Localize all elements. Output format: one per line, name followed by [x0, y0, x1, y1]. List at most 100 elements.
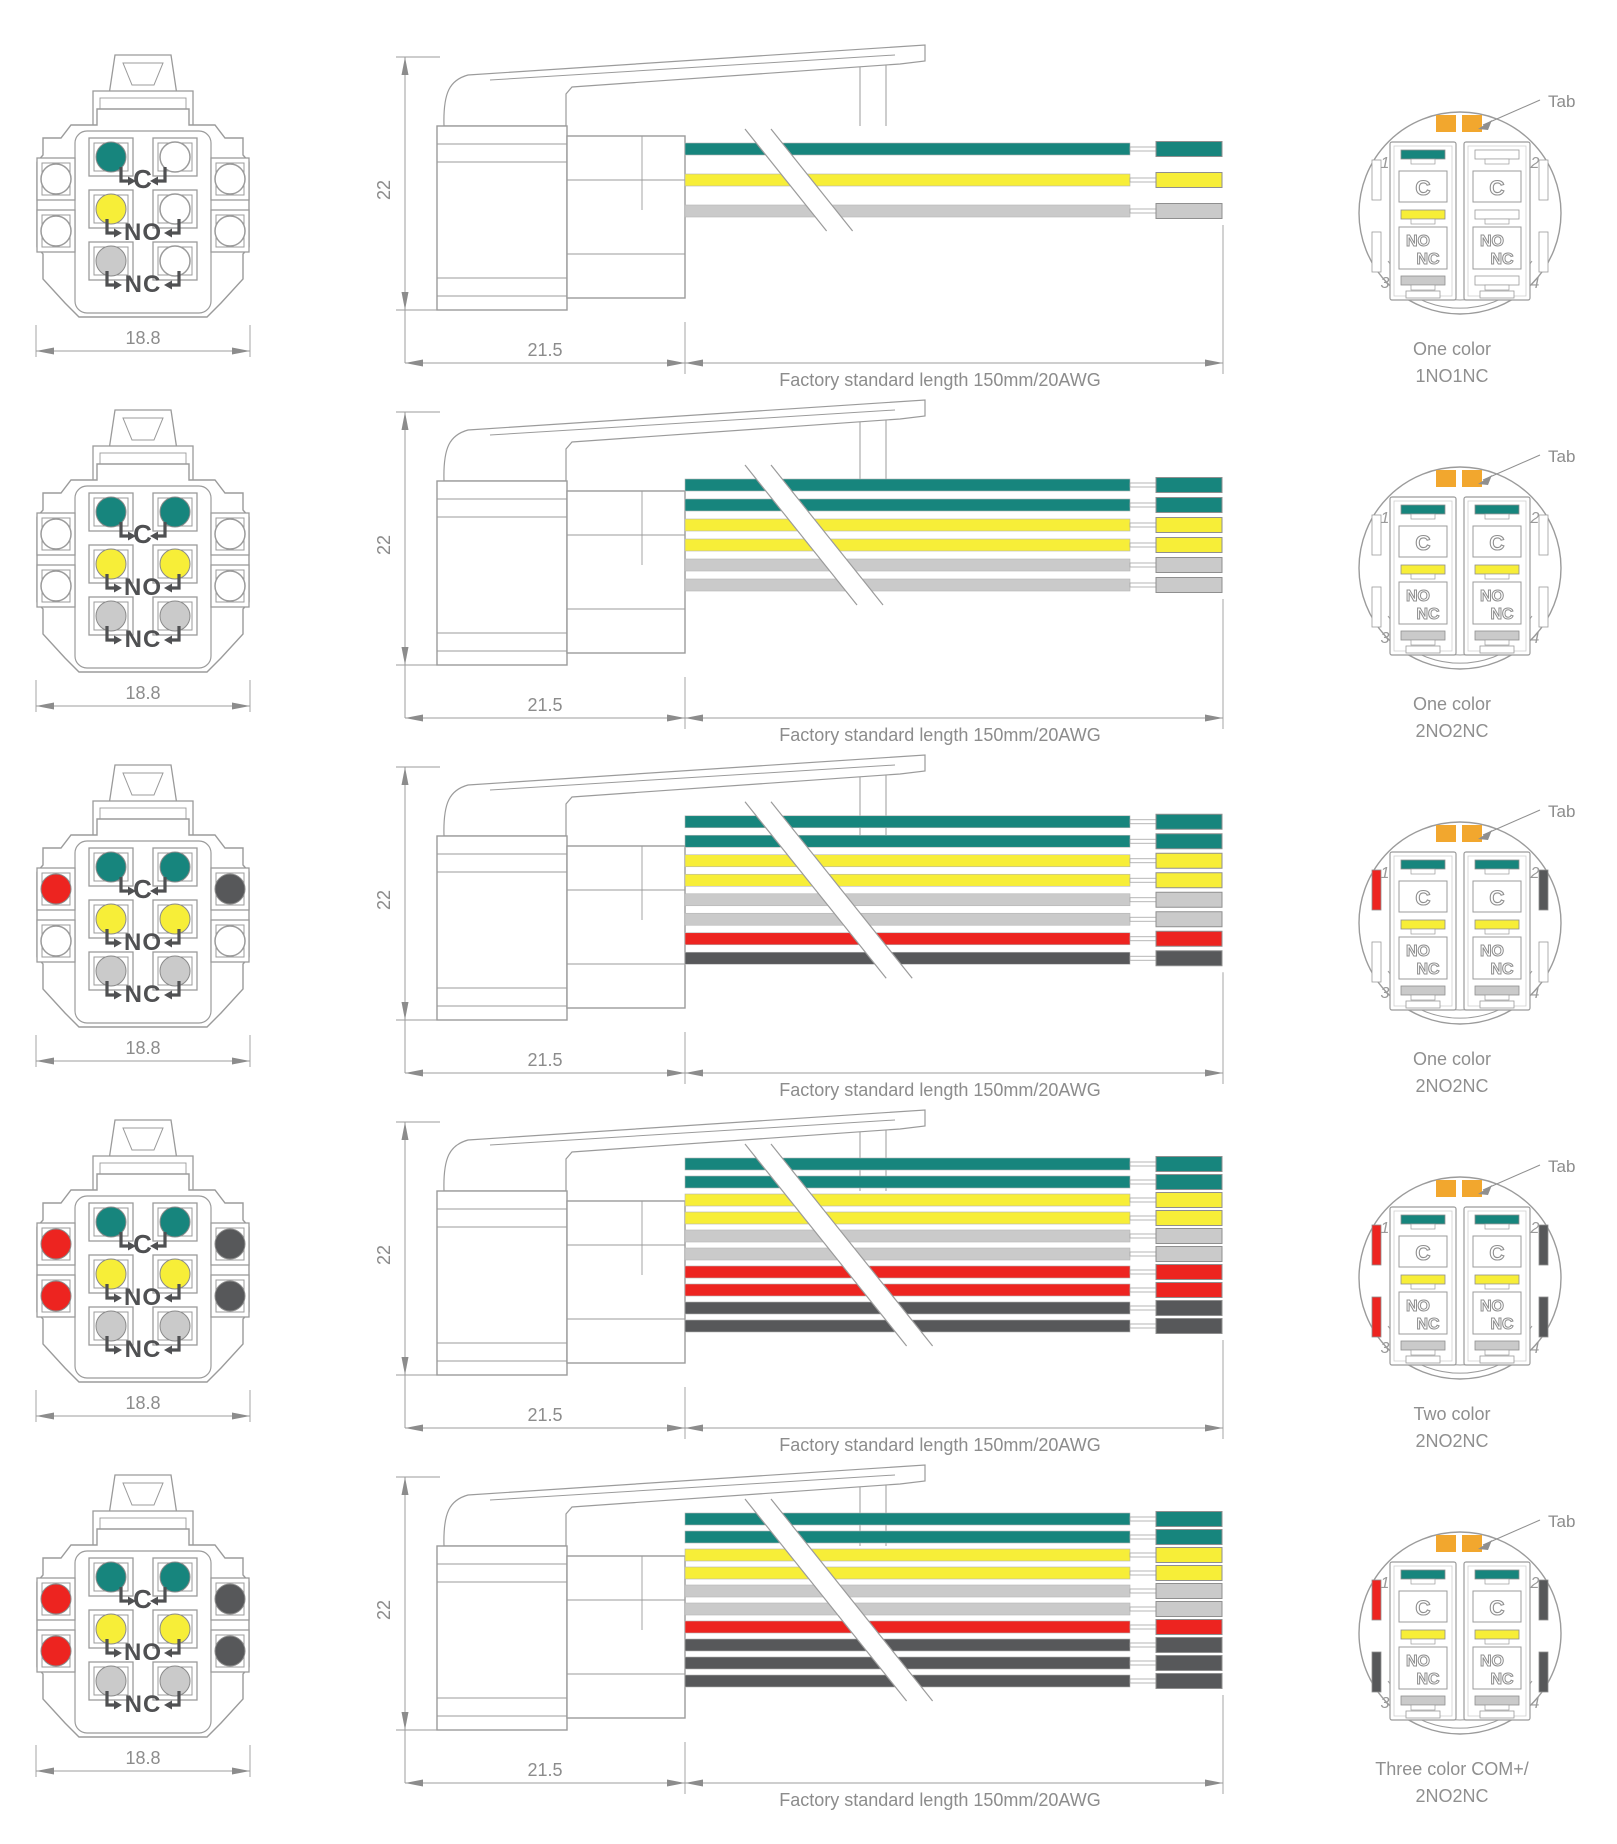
terminal-row-label: NO — [124, 1639, 162, 1666]
position-number: 4 — [1531, 1695, 1540, 1712]
terminal-bar-yellow — [1474, 1629, 1520, 1640]
c-terminal-pin-teal — [95, 1206, 127, 1238]
wire-bundle — [684, 128, 1223, 232]
position-number: 4 — [1531, 985, 1540, 1002]
terminal-bar-notch — [1484, 1578, 1510, 1585]
stencil-c: C — [1489, 1242, 1504, 1265]
terminal-bar-yellow — [1474, 1274, 1520, 1285]
tab-label: Tab — [1548, 1512, 1575, 1531]
c-terminal-pin-teal — [95, 851, 127, 883]
terminal-bar-notch — [1484, 573, 1510, 580]
wire-stripped-end — [1129, 1323, 1157, 1329]
c-box — [1398, 525, 1448, 558]
no-terminal-pin-yellow — [159, 1258, 191, 1290]
led-contact-left-red — [1371, 1224, 1382, 1266]
stencil-no: NO — [1480, 233, 1504, 250]
wire-break-mark — [745, 1499, 933, 1701]
terminal-bar-yellow — [1474, 564, 1520, 575]
bracket-arrow-icon — [128, 1596, 136, 1606]
wire-bundle — [684, 801, 1223, 979]
bracket-left-icon — [105, 929, 115, 945]
stencil-no: NO — [1406, 1298, 1430, 1315]
alignment-tab — [1436, 825, 1456, 842]
dim-arrow — [401, 412, 409, 430]
wire-ferrule — [1155, 1529, 1223, 1545]
wire-red-7 — [684, 1265, 1131, 1279]
wire-stripped-end — [1129, 1642, 1157, 1648]
terminal-bar-notch — [1484, 1223, 1510, 1230]
bracket-right-icon — [171, 981, 181, 997]
terminal-bar-notch — [1410, 1223, 1436, 1230]
wire-stripped-end — [1129, 916, 1157, 922]
bracket-arrow-icon — [164, 228, 172, 238]
wire-ferrule — [1155, 872, 1223, 889]
nonc-box — [1472, 936, 1522, 980]
front-width-dim: 18.8 — [125, 1393, 160, 1413]
latch-tab — [108, 54, 178, 96]
nonc-box — [1472, 1291, 1522, 1335]
wire-stripped-end — [1129, 838, 1157, 844]
wire-gray-5 — [684, 1584, 1131, 1598]
nc-terminal-pin-gray — [159, 1665, 191, 1697]
bracket-arrow-icon — [114, 635, 122, 645]
tab-label: Tab — [1548, 1157, 1575, 1176]
housing-front — [566, 490, 686, 654]
terminal-row-label: NO — [124, 1284, 162, 1311]
terminal-row-label: NC — [125, 1336, 162, 1363]
wire-teal-1 — [684, 142, 1131, 156]
terminal-bar-gray — [1400, 630, 1446, 641]
bottom-slot — [1479, 1355, 1515, 1364]
front-view: C NO NC 18.8 — [35, 1119, 251, 1422]
no-terminal-pin-yellow — [159, 548, 191, 580]
position-number: 3 — [1381, 1695, 1390, 1712]
terminal-bar-white — [1474, 149, 1520, 160]
dim-arrow — [401, 1477, 409, 1495]
wire-stripped-end — [1129, 877, 1157, 883]
wire-stripped-end — [1129, 542, 1157, 548]
dim-arrow — [685, 359, 703, 367]
dim-arrow — [401, 1122, 409, 1140]
stencil-no: NO — [1480, 943, 1504, 960]
dim-arrow — [667, 1069, 685, 1077]
wire-ferrule — [1155, 1228, 1223, 1244]
wire-break-mark — [745, 465, 883, 605]
wire-length-note: Factory standard length 150mm/20AWG — [779, 1790, 1100, 1810]
terminal-row-label: C — [133, 874, 153, 904]
wire-teal-1 — [684, 478, 1131, 492]
alignment-tab — [1462, 470, 1482, 487]
terminal-bar-notch — [1484, 994, 1510, 1001]
latch-lever — [443, 1109, 926, 1192]
terminal-bar-notch — [1484, 284, 1510, 291]
stencil-no: NO — [1406, 588, 1430, 605]
caption-line1: One color — [1413, 694, 1491, 714]
dim-arrow — [1205, 1424, 1223, 1432]
position-number: 2 — [1530, 865, 1540, 882]
dim-arrow — [401, 1357, 409, 1375]
position-number: 2 — [1530, 1575, 1540, 1592]
nc-terminal-pin-gray — [95, 955, 127, 987]
dim-arrow — [232, 702, 250, 710]
side-view: 22 21.5 Factory standard length 150mm/20AW… — [374, 1464, 1224, 1810]
led-contact-left-white — [1371, 941, 1382, 983]
wire-bundle — [684, 464, 1223, 606]
c-terminal-pin-teal — [159, 1561, 191, 1593]
bracket-right-icon — [171, 1691, 181, 1707]
nc-terminal-pin-gray — [159, 1310, 191, 1342]
bracket-left-icon — [105, 219, 115, 235]
leader-arrow-icon — [1478, 120, 1492, 130]
alignment-tab — [1462, 825, 1482, 842]
housing-width-dim: 21.5 — [527, 1050, 562, 1070]
terminal-bar-notch — [1410, 639, 1436, 646]
dim-arrow — [232, 1412, 250, 1420]
nonc-box — [1398, 226, 1448, 270]
position-number: 2 — [1530, 510, 1540, 527]
wire-stripped-end — [1129, 1606, 1157, 1612]
alignment-tab — [1436, 1180, 1456, 1197]
bracket-right-icon — [157, 1587, 167, 1603]
dim-arrow — [401, 767, 409, 785]
bracket-right-icon — [171, 1284, 181, 1300]
wire-length-note: Factory standard length 150mm/20AWG — [779, 1080, 1100, 1100]
terminal-bar-yellow — [1400, 1274, 1446, 1285]
